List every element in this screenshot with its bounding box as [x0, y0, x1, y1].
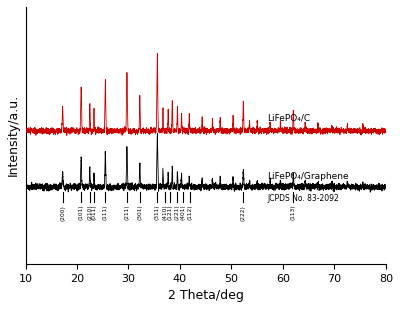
Text: (200): (200): [60, 205, 65, 221]
Text: (210): (210): [88, 205, 93, 220]
Text: (410): (410): [162, 205, 167, 220]
X-axis label: 2 Theta/deg: 2 Theta/deg: [168, 289, 244, 302]
Text: (113): (113): [291, 205, 296, 220]
Text: (221): (221): [175, 205, 180, 220]
Text: (401): (401): [180, 205, 185, 220]
Text: (111): (111): [103, 205, 108, 220]
Text: (121): (121): [167, 205, 172, 220]
Text: (222): (222): [241, 205, 246, 221]
Text: (101): (101): [79, 205, 84, 220]
Y-axis label: Intensity/a.u.: Intensity/a.u.: [7, 94, 20, 176]
Text: (011): (011): [92, 205, 96, 220]
Text: JCPDS No. 83-2092: JCPDS No. 83-2092: [268, 194, 339, 203]
Text: LiFePO₄/C: LiFePO₄/C: [268, 114, 311, 123]
Text: (301): (301): [137, 205, 142, 220]
Text: LiFePO₄/Graphene: LiFePO₄/Graphene: [268, 172, 349, 181]
Text: (311): (311): [155, 205, 160, 220]
Text: (211): (211): [124, 205, 130, 220]
Text: (112): (112): [188, 205, 193, 220]
